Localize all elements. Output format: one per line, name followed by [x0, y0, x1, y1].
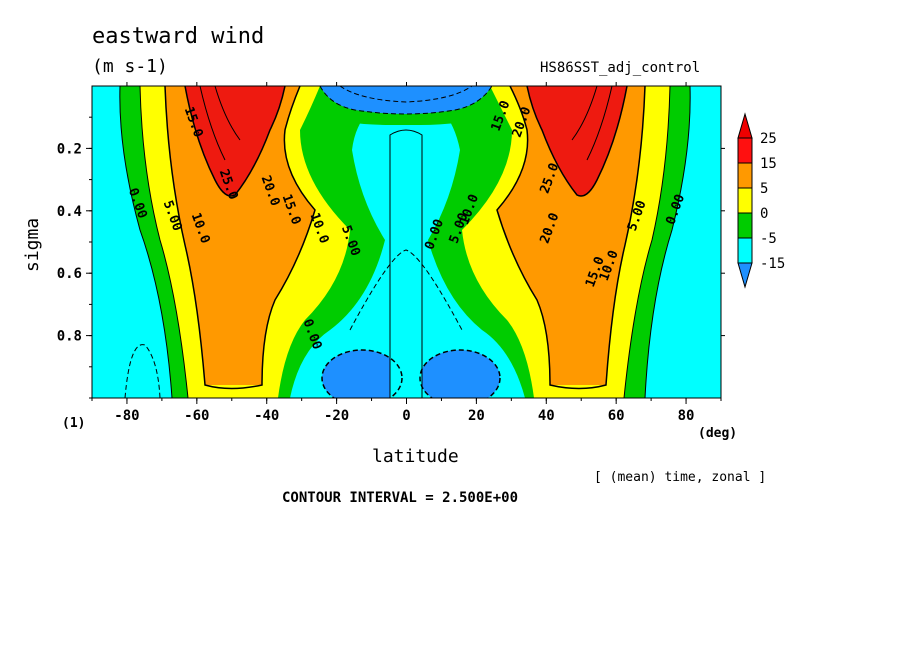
x-tick-label: -40 — [254, 408, 279, 424]
shade-center-tongue — [390, 130, 422, 398]
colorbar-box — [737, 187, 753, 214]
colorbar-box — [737, 212, 753, 239]
colorbar-box — [737, 237, 753, 264]
colorbar-box — [737, 137, 753, 164]
colorbar-arrow-top — [737, 112, 753, 139]
x-axis-unit: (deg) — [698, 426, 738, 441]
x-axis: -80 -60 -40 -20 0 20 40 60 80 — [91, 82, 722, 424]
filled-contours: 15.025.0 20.015.010.0 5.0010.05.000.000.00… — [92, 86, 721, 398]
x-tick-label: 0 — [402, 408, 410, 424]
colorbar-label: 25 — [760, 131, 777, 147]
colorbar-label: 0 — [760, 206, 768, 222]
contour-lines — [119, 86, 691, 398]
shade-blue-low-right — [420, 350, 500, 398]
chart-units: (m s-1) — [92, 56, 168, 77]
colorbar-arrow-bottom — [737, 262, 753, 289]
x-tick-label: -20 — [324, 408, 349, 424]
shade-blue-top — [320, 86, 492, 114]
shade-red-core — [185, 86, 627, 196]
x-tick-label: 20 — [468, 408, 485, 424]
panel-index: (1) — [62, 416, 86, 431]
chart-title: eastward wind — [92, 24, 265, 49]
colorbar: 25 15 5 0 -5 -15 — [737, 112, 785, 289]
colorbar-label: 15 — [760, 156, 777, 172]
run-name: HS86SST_adj_control — [540, 60, 701, 76]
colorbar-label: -15 — [760, 256, 785, 272]
averaging-note: [ (mean) time, zonal ] — [594, 470, 767, 485]
y-tick-label: 0.2 — [57, 141, 82, 157]
y-tick-label: 0.6 — [57, 266, 82, 282]
colorbar-label: -5 — [760, 231, 777, 247]
x-tick-label: 40 — [538, 408, 555, 424]
colorbar-box — [737, 162, 753, 189]
x-tick-label: -80 — [114, 408, 139, 424]
colorbar-label: 5 — [760, 181, 768, 197]
x-tick-label: 60 — [608, 408, 625, 424]
contour-interval: CONTOUR INTERVAL = 2.500E+00 — [282, 490, 519, 506]
x-axis-label: latitude — [372, 446, 459, 467]
y-tick-label: 0.8 — [57, 329, 82, 345]
y-axis: 0.2 0.4 0.6 0.8 — [57, 116, 725, 399]
x-tick-label: -60 — [184, 408, 209, 424]
shade-blue-low-left — [322, 350, 402, 398]
y-tick-label: 0.4 — [57, 204, 82, 220]
x-tick-label: 80 — [678, 408, 695, 424]
